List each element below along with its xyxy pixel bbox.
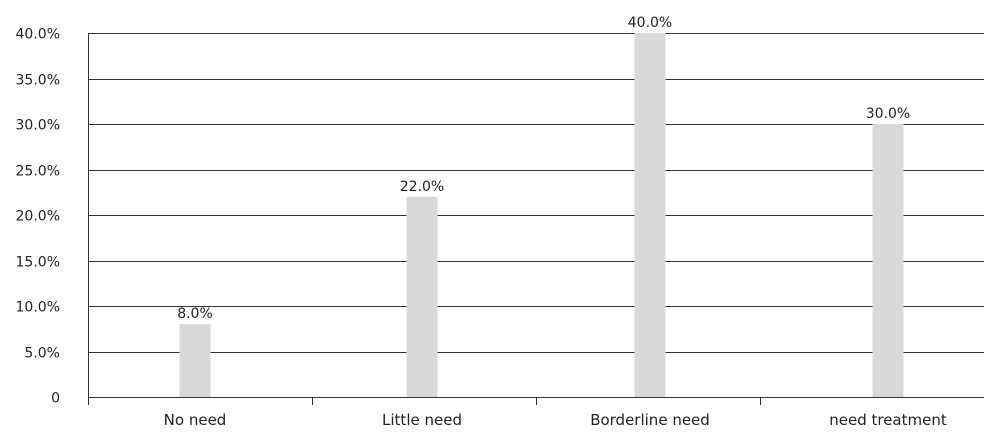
y-tick-label: 40.0% — [16, 27, 60, 43]
data-label: 40.0% — [628, 15, 672, 31]
y-tick-label: 15.0% — [16, 255, 60, 271]
bar — [406, 196, 438, 397]
y-tick-label: 30.0% — [16, 118, 60, 134]
x-category-label: need treatment — [829, 411, 947, 429]
bar — [634, 33, 666, 397]
y-tick-label: 10.0% — [16, 300, 60, 316]
bar — [179, 324, 211, 397]
bars — [179, 33, 904, 397]
y-tick-label: 0 — [51, 391, 60, 407]
grid-lines — [88, 33, 984, 353]
y-tick-label: 35.0% — [16, 73, 60, 89]
data-label: 22.0% — [400, 179, 444, 195]
y-tick-label: 5.0% — [24, 346, 60, 362]
bar — [872, 124, 904, 397]
y-tick-label: 25.0% — [16, 164, 60, 180]
x-category-label: No need — [164, 411, 227, 429]
x-category-label: Little need — [382, 411, 462, 429]
axes — [88, 33, 984, 405]
labels: 0 5.0% 10.0% 15.0% 20.0% 25.0% 30.0% 35.0% 40.0%… — [16, 15, 947, 429]
data-label: 30.0% — [866, 106, 910, 122]
y-tick-label: 20.0% — [16, 209, 60, 225]
x-category-label: Borderline need — [590, 411, 710, 429]
data-label: 8.0% — [177, 306, 213, 322]
